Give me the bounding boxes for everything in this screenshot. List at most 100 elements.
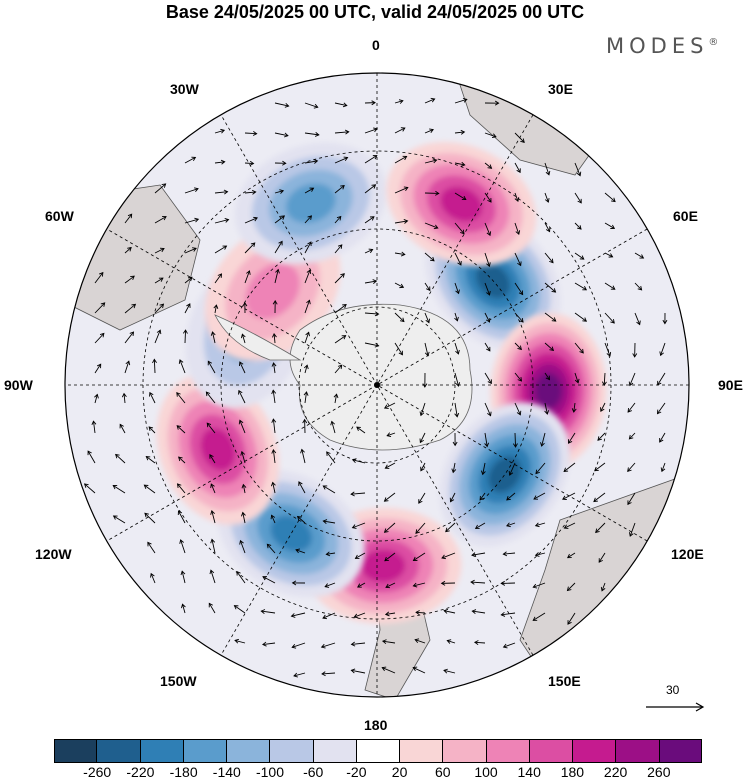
south-pole-marker bbox=[374, 382, 380, 388]
wind-vector bbox=[424, 97, 436, 104]
wind-vector bbox=[184, 156, 197, 164]
wind-vector bbox=[454, 372, 461, 387]
colorbar-tick-label: 140 bbox=[517, 764, 541, 780]
wind-vector bbox=[271, 389, 277, 404]
wind-vector bbox=[304, 241, 312, 254]
wind-vector bbox=[274, 240, 283, 254]
wind-vector bbox=[383, 492, 396, 502]
wind-vector bbox=[94, 332, 105, 344]
wind-vector bbox=[394, 282, 405, 289]
wind-vector bbox=[604, 222, 616, 229]
wind-vector bbox=[514, 312, 524, 323]
wind-vector bbox=[574, 282, 588, 291]
wind-vector bbox=[271, 332, 277, 344]
wind-vector bbox=[184, 303, 191, 314]
wind-vector bbox=[304, 331, 310, 344]
wind-vector bbox=[334, 244, 343, 254]
colorbar-bin bbox=[227, 739, 271, 763]
wind-vector bbox=[454, 252, 462, 266]
wind-vector bbox=[214, 245, 228, 254]
wind-vector bbox=[356, 426, 366, 434]
wind-vector bbox=[446, 639, 456, 644]
colorbar-tick-label: 60 bbox=[435, 764, 451, 780]
wind-vector bbox=[94, 393, 99, 404]
wind-vector bbox=[544, 162, 551, 176]
map-title: Base 24/05/2025 00 UTC, valid 24/05/2025… bbox=[165, 2, 585, 22]
colorbar-bin bbox=[54, 739, 98, 763]
wind-vector bbox=[350, 491, 366, 497]
wind-vector bbox=[563, 462, 576, 473]
wind-vector bbox=[274, 102, 290, 108]
wind-vector bbox=[214, 128, 226, 134]
wind-vector bbox=[473, 640, 486, 645]
wind-vector bbox=[440, 580, 456, 586]
colorbar-bin bbox=[400, 739, 444, 763]
wind-vector bbox=[470, 579, 486, 585]
wind-vector bbox=[414, 638, 426, 644]
wind-vector bbox=[112, 485, 126, 494]
wind-vector bbox=[484, 312, 491, 323]
wind-vector bbox=[574, 252, 585, 260]
wind-vector bbox=[563, 522, 576, 529]
wind-vector bbox=[594, 462, 606, 472]
lon-label-180: 180 bbox=[364, 717, 388, 733]
wind-vector bbox=[424, 312, 431, 324]
wind-vector bbox=[94, 302, 106, 314]
wind-vector bbox=[178, 359, 186, 374]
wind-vector bbox=[595, 522, 606, 534]
wind-vector bbox=[209, 569, 216, 584]
wind-vector bbox=[424, 128, 434, 134]
wind-vector bbox=[534, 522, 546, 528]
wind-vector bbox=[634, 252, 645, 259]
wind-vector bbox=[544, 222, 551, 233]
wind-vector bbox=[154, 247, 165, 254]
wind-vector bbox=[574, 222, 582, 230]
wind-vector bbox=[604, 312, 615, 324]
wind-vector bbox=[627, 492, 636, 506]
wind-vector bbox=[154, 216, 167, 224]
wind-vector bbox=[454, 282, 460, 295]
wind-vector bbox=[574, 342, 584, 354]
wind-vector bbox=[238, 389, 246, 404]
wind-vector bbox=[597, 432, 606, 441]
modes-logo: MODES® bbox=[606, 34, 718, 58]
wind-vector bbox=[304, 299, 311, 314]
wind-vector bbox=[394, 312, 405, 323]
wind-vector bbox=[272, 299, 278, 314]
wind-vector bbox=[94, 271, 104, 284]
wind-vector bbox=[334, 129, 350, 135]
wind-vector bbox=[502, 642, 516, 649]
wind-vector bbox=[540, 432, 546, 447]
wind-vector bbox=[124, 303, 137, 314]
wind-vector bbox=[484, 282, 491, 296]
wind-vector bbox=[604, 282, 616, 290]
wind-vector bbox=[320, 642, 336, 649]
wind-vector bbox=[274, 268, 280, 284]
wind-vector bbox=[354, 552, 366, 559]
wind-vector bbox=[236, 570, 246, 584]
wind-vector bbox=[293, 672, 306, 678]
wind-vector bbox=[381, 666, 396, 674]
wind-vector bbox=[176, 425, 186, 434]
positive-anomaly bbox=[490, 313, 607, 469]
wind-vector bbox=[210, 538, 216, 554]
colorbar-tick-label: 100 bbox=[474, 764, 498, 780]
wind-vector bbox=[454, 161, 466, 167]
wind-vector bbox=[321, 671, 336, 677]
lon-label-90e: 90E bbox=[718, 377, 743, 393]
wind-vector bbox=[334, 273, 345, 284]
wind-vector bbox=[149, 391, 156, 404]
wind-vector bbox=[568, 432, 576, 444]
wind-vector bbox=[532, 582, 546, 589]
wind-vector bbox=[262, 641, 276, 647]
wind-vector bbox=[353, 612, 366, 619]
wind-vector bbox=[412, 666, 426, 674]
colorbar-bin bbox=[313, 739, 357, 763]
wind-vector bbox=[412, 582, 426, 588]
colorbar-tick-labels: -260 -220 -180 -140 -100 -60 -20 20 60 100 140 180 2… bbox=[54, 764, 702, 783]
wind-vector bbox=[571, 402, 577, 413]
wind-vector bbox=[544, 312, 557, 322]
wind-vector bbox=[386, 432, 396, 437]
wind-vector bbox=[418, 492, 426, 504]
wind-vector bbox=[454, 342, 460, 355]
